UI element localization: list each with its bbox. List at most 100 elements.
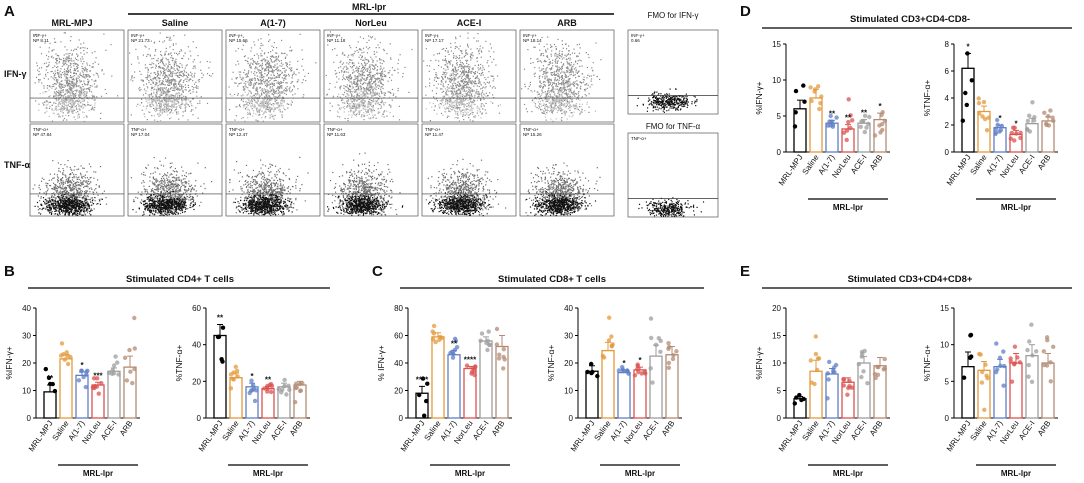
event-dot xyxy=(259,76,261,78)
event-dot xyxy=(579,65,581,67)
event-dot xyxy=(257,61,259,63)
event-dot xyxy=(530,90,532,92)
event-dot xyxy=(440,81,442,83)
event-dot xyxy=(477,64,480,66)
event-dot xyxy=(165,103,167,105)
event-dot xyxy=(266,56,268,58)
event-dot xyxy=(191,73,193,75)
event-dot xyxy=(366,52,368,54)
event-dot xyxy=(51,86,53,88)
event-dot xyxy=(545,103,547,106)
event-dot xyxy=(58,99,60,101)
event-dot xyxy=(264,101,266,103)
event-dot xyxy=(63,68,66,70)
event-dot xyxy=(83,104,86,106)
event-dot xyxy=(249,114,251,116)
event-dot xyxy=(262,67,264,69)
event-dot xyxy=(273,107,275,109)
event-dot xyxy=(163,64,165,66)
event-dot xyxy=(366,114,368,117)
event-dot xyxy=(387,80,389,82)
event-dot xyxy=(172,112,174,114)
event-dot xyxy=(66,56,68,58)
event-dot xyxy=(390,57,392,59)
event-dot xyxy=(369,65,371,67)
event-dot xyxy=(454,66,456,68)
event-dot xyxy=(55,62,57,64)
event-dot xyxy=(73,104,75,106)
event-dot xyxy=(262,103,264,105)
event-dot xyxy=(243,88,245,90)
event-dot xyxy=(461,81,463,83)
event-dot xyxy=(62,119,64,121)
event-dot xyxy=(348,63,350,65)
event-dot xyxy=(334,48,336,50)
strain-lpr-label: MRL-lpr xyxy=(352,2,386,12)
event-dot xyxy=(428,70,430,72)
event-dot xyxy=(157,74,159,76)
event-dot xyxy=(161,92,164,94)
event-dot xyxy=(258,94,260,96)
event-dot xyxy=(191,98,194,100)
event-dot xyxy=(144,90,146,92)
event-dot xyxy=(169,84,171,86)
event-dot xyxy=(466,52,468,54)
event-dot xyxy=(141,98,143,100)
event-dot xyxy=(591,67,593,69)
event-dot xyxy=(259,83,261,85)
event-dot xyxy=(80,87,82,89)
event-dot xyxy=(264,68,266,70)
event-dot xyxy=(555,62,557,64)
event-dot xyxy=(76,67,78,70)
event-dot xyxy=(162,80,164,82)
event-dot xyxy=(82,91,84,93)
event-dot xyxy=(376,69,378,72)
event-dot xyxy=(174,109,176,111)
event-dot xyxy=(345,86,347,88)
event-dot xyxy=(463,87,465,89)
event-dot xyxy=(350,103,352,105)
event-dot xyxy=(56,57,58,59)
event-dot xyxy=(563,71,565,73)
event-dot xyxy=(453,55,455,57)
event-dot xyxy=(185,100,187,102)
event-dot xyxy=(469,82,471,84)
event-dot xyxy=(144,67,147,69)
event-dot xyxy=(467,32,469,34)
event-dot xyxy=(386,110,388,112)
event-dot xyxy=(76,82,78,84)
event-dot xyxy=(364,100,366,102)
event-dot xyxy=(59,94,61,96)
event-dot xyxy=(356,66,358,68)
event-dot xyxy=(360,109,363,111)
event-dot xyxy=(368,108,370,110)
event-dot xyxy=(362,83,364,85)
event-dot xyxy=(150,87,153,89)
event-dot xyxy=(354,83,356,85)
event-dot xyxy=(372,68,374,70)
event-dot xyxy=(149,63,151,65)
event-dot xyxy=(277,82,280,85)
event-dot xyxy=(140,102,142,104)
event-dot xyxy=(168,83,171,85)
event-dot xyxy=(258,82,260,84)
event-dot xyxy=(343,91,346,94)
event-dot xyxy=(168,81,171,83)
event-dot xyxy=(73,68,76,70)
event-dot xyxy=(178,104,180,107)
event-dot xyxy=(274,96,276,98)
event-dot xyxy=(192,109,194,111)
event-dot xyxy=(456,105,458,107)
event-dot xyxy=(178,65,180,68)
event-dot xyxy=(74,82,76,84)
event-dot xyxy=(348,114,350,116)
event-dot xyxy=(448,110,450,112)
event-dot xyxy=(61,94,63,97)
event-dot xyxy=(362,98,364,100)
event-dot xyxy=(461,95,464,98)
event-dot xyxy=(337,104,339,106)
event-dot xyxy=(426,65,428,67)
event-dot xyxy=(460,61,462,64)
event-dot xyxy=(179,89,181,91)
event-dot xyxy=(382,78,384,80)
